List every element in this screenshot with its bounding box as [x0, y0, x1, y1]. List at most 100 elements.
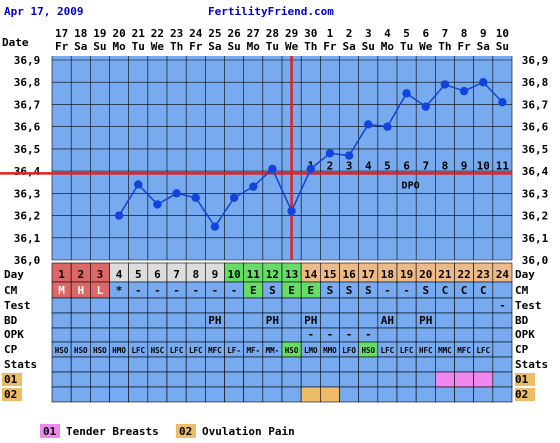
- cm-value: S: [422, 284, 429, 297]
- temperature-point: [325, 149, 335, 158]
- test-cell: [224, 297, 244, 314]
- opk-cell: [262, 327, 283, 343]
- weekday: Su: [93, 40, 106, 53]
- day-value: 6: [154, 268, 161, 281]
- s02-cell: [185, 386, 206, 403]
- bd-cell: [70, 312, 91, 329]
- day-value: 1: [58, 268, 65, 281]
- s02-cell: [435, 386, 455, 403]
- bd-cell: [281, 312, 302, 329]
- temperature-plot: 36,9 36,9 36,8 36,8 36,7 36,7 36,6 36,6 36,5 36,5…: [0, 54, 549, 267]
- weekday: Th: [304, 40, 317, 53]
- bd-cell: [243, 312, 264, 329]
- weekday: Tu: [400, 40, 413, 53]
- bd-cell: [224, 312, 244, 329]
- day-value: 23: [477, 268, 490, 281]
- row-label-right: 02: [515, 388, 528, 401]
- y-tick-right: 36,5: [522, 143, 549, 156]
- cp-value: HMO: [112, 346, 126, 355]
- s02-cell: [377, 386, 398, 403]
- s01-cell: [320, 371, 340, 388]
- s01-cell: [90, 371, 110, 388]
- stats-cell: [90, 356, 110, 373]
- cp-value: MMO: [323, 346, 337, 355]
- opk-cell: [109, 327, 129, 343]
- date-num: 28: [266, 27, 279, 40]
- s02-cell: [262, 386, 283, 403]
- dpo-number: 2: [327, 159, 334, 172]
- y-tick-right: 36,2: [522, 210, 549, 223]
- date-num: 26: [227, 27, 241, 40]
- weekday: Su: [227, 40, 240, 53]
- test-cell: [358, 297, 379, 314]
- bd-cell: [435, 312, 455, 329]
- test-cell: [435, 297, 455, 314]
- row-label-right: OPK: [515, 328, 535, 341]
- row-label-right: Stats: [515, 358, 548, 371]
- cm-value: -: [192, 284, 199, 297]
- cp-value: HSO: [285, 346, 299, 355]
- opk-cell: [281, 327, 302, 343]
- test-cell: [185, 297, 206, 314]
- row-label-left: CP: [4, 343, 18, 356]
- test-cell: [339, 297, 359, 314]
- date-num: 30: [304, 27, 317, 40]
- row-label-right: CP: [515, 343, 529, 356]
- temperature-point: [249, 182, 258, 191]
- day-value: 18: [381, 268, 394, 281]
- s02-cell: [320, 386, 340, 403]
- s01-cell: [262, 371, 283, 388]
- day-value: 9: [212, 268, 219, 281]
- opk-cell: [185, 327, 206, 343]
- day-value: 19: [400, 268, 413, 281]
- s01-cell: [377, 371, 398, 388]
- legend-02-swatch: [176, 424, 196, 438]
- weekday: We: [151, 40, 165, 53]
- bd-cell: [339, 312, 359, 329]
- day-value: 17: [362, 268, 375, 281]
- y-tick-left: 36,2: [14, 210, 41, 223]
- cp-value: MF-: [246, 346, 260, 355]
- stats-cell: [492, 356, 513, 373]
- s02-cell: [70, 386, 91, 403]
- cp-cell: [492, 341, 513, 358]
- opk-cell: [128, 327, 149, 343]
- date-num: 24: [189, 27, 203, 40]
- cp-value: LFC: [400, 346, 414, 355]
- temperature-point: [498, 98, 507, 107]
- s02-cell: [109, 386, 129, 403]
- temperature-point: [440, 80, 450, 89]
- opk-cell: [492, 327, 513, 343]
- temperature-point: [402, 89, 411, 98]
- legend-01-text: Tender Breasts: [66, 425, 159, 438]
- opk-value: -: [346, 328, 353, 341]
- cp-value: LFC: [476, 346, 490, 355]
- chart-date: Apr 17, 2009: [4, 5, 83, 18]
- day-value: 13: [285, 268, 298, 281]
- row-label-right: CM: [515, 284, 529, 297]
- day-value: 8: [192, 268, 199, 281]
- opk-cell: [435, 327, 455, 343]
- test-cell: [70, 297, 91, 314]
- s02-cell: [205, 386, 225, 403]
- day-value: 12: [266, 268, 279, 281]
- row-label-left: Day: [4, 268, 24, 281]
- bd-cell: [396, 312, 417, 329]
- row-label-left: 02: [4, 388, 17, 401]
- opk-value: -: [365, 328, 372, 341]
- date-num: 20: [112, 27, 125, 40]
- cm-value: H: [77, 284, 84, 297]
- test-cell: [51, 297, 72, 314]
- cm-value: L: [97, 284, 104, 297]
- day-value: 4: [116, 268, 123, 281]
- bd-cell: [492, 312, 513, 329]
- stats-cell: [147, 356, 168, 373]
- bd-value: PH: [208, 314, 221, 327]
- bd-cell: [109, 312, 129, 329]
- stats-cell: [70, 356, 91, 373]
- test-cell: [262, 297, 283, 314]
- s02-cell: [51, 386, 72, 403]
- weekday: Su: [362, 40, 375, 53]
- y-tick-right: 36,6: [522, 121, 549, 134]
